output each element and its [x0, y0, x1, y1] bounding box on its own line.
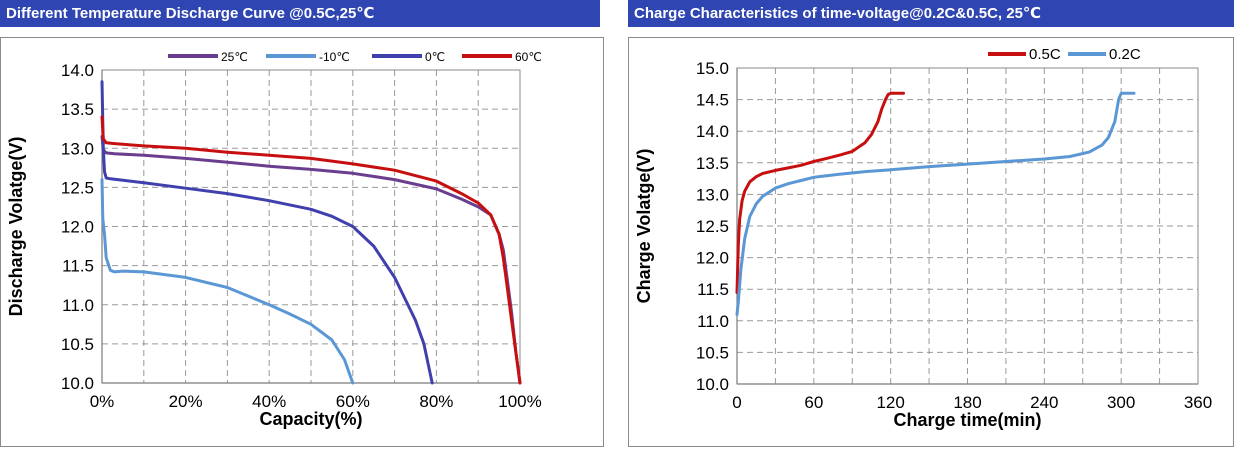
charge-y-tick-label: 11.5 — [697, 280, 729, 299]
discharge-legend-label-0: 25℃ — [221, 50, 248, 64]
discharge-legend-label-2: 0℃ — [425, 50, 445, 64]
discharge-y-tick-label: 10.0 — [61, 374, 94, 393]
charge-y-tick-label: 13.0 — [696, 185, 729, 204]
charge-x-axis-label: Charge time(min) — [893, 410, 1041, 430]
charge-y-tick-label: 11.0 — [697, 312, 729, 331]
charge-y-tick-label: 13.5 — [696, 154, 729, 173]
discharge-y-tick-label: 11.5 — [62, 257, 94, 276]
discharge-series-line-1 — [100, 178, 355, 385]
discharge-chart-title: Different Temperature Discharge Curve @0… — [0, 0, 600, 27]
charge-x-tick-label: 240 — [1030, 393, 1058, 412]
charge-x-tick-label: 60 — [804, 393, 823, 412]
charge-chart-title: Charge Characteristics of time-voltage@0… — [628, 0, 1234, 27]
discharge-x-tick-label: 40% — [252, 392, 286, 411]
charge-legend-label-0: 0.5C — [1029, 46, 1061, 63]
discharge-x-tick-label: 0% — [90, 392, 115, 411]
discharge-y-axis-label: Discharge Volatge(V) — [6, 137, 26, 317]
charge-series-line-0 — [735, 91, 905, 294]
charge-x-tick-label: 180 — [953, 393, 981, 412]
charge-y-tick-label: 15.0 — [696, 59, 729, 78]
charge-x-tick-label: 300 — [1107, 393, 1135, 412]
discharge-x-tick-label: 100% — [498, 392, 541, 411]
discharge-y-tick-label: 10.5 — [61, 335, 94, 354]
charge-y-tick-label: 12.0 — [696, 249, 729, 268]
discharge-x-axis-label: Capacity(%) — [259, 409, 362, 429]
discharge-x-tick-label: 80% — [419, 392, 453, 411]
discharge-series-line-3 — [100, 115, 522, 385]
discharge-y-tick-label: 11.0 — [62, 296, 94, 315]
charge-chart-panel: Charge Characteristics of time-voltage@0… — [628, 0, 1236, 450]
charge-y-tick-label: 10.5 — [696, 343, 729, 362]
charge-x-tick-label: 120 — [876, 393, 904, 412]
discharge-chart-panel: Different Temperature Discharge Curve @0… — [0, 0, 612, 450]
discharge-chart-svg: 10.0 10.5 11.0 11.5 12.0 12.5 13.0 13.5 14.0 0% 20… — [6, 50, 542, 429]
discharge-legend-label-1: -10℃ — [319, 50, 350, 64]
charge-y-tick-label: 10.0 — [696, 375, 729, 394]
discharge-x-tick-label: 60% — [336, 392, 370, 411]
discharge-chart-frame — [0, 37, 604, 447]
discharge-legend-label-3: 60℃ — [515, 50, 542, 64]
charge-y-tick-label: 14.5 — [696, 91, 729, 110]
charge-y-axis-label: Charge Volatge(V) — [634, 149, 654, 304]
discharge-series-line-2 — [100, 80, 434, 385]
charge-series-line-1 — [735, 91, 1136, 316]
charge-chart-frame — [628, 37, 1234, 447]
discharge-y-tick-label: 14.0 — [61, 61, 94, 80]
discharge-y-tick-label: 12.0 — [61, 218, 94, 237]
charge-legend-label-1: 0.2C — [1109, 46, 1141, 63]
discharge-y-tick-label: 13.5 — [61, 100, 94, 119]
charge-chart-svg: 10.0 10.5 11.0 11.5 12.0 12.5 13.0 13.5 14.0 14.5… — [634, 46, 1212, 430]
charge-y-tick-label: 12.5 — [696, 217, 729, 236]
charge-y-tick-label: 14.0 — [696, 122, 729, 141]
charge-x-tick-label: 0 — [732, 393, 741, 412]
discharge-x-tick-label: 20% — [169, 392, 203, 411]
charge-x-tick-label: 360 — [1184, 393, 1212, 412]
discharge-y-tick-label: 12.5 — [61, 178, 94, 197]
discharge-y-tick-label: 13.0 — [61, 139, 94, 158]
